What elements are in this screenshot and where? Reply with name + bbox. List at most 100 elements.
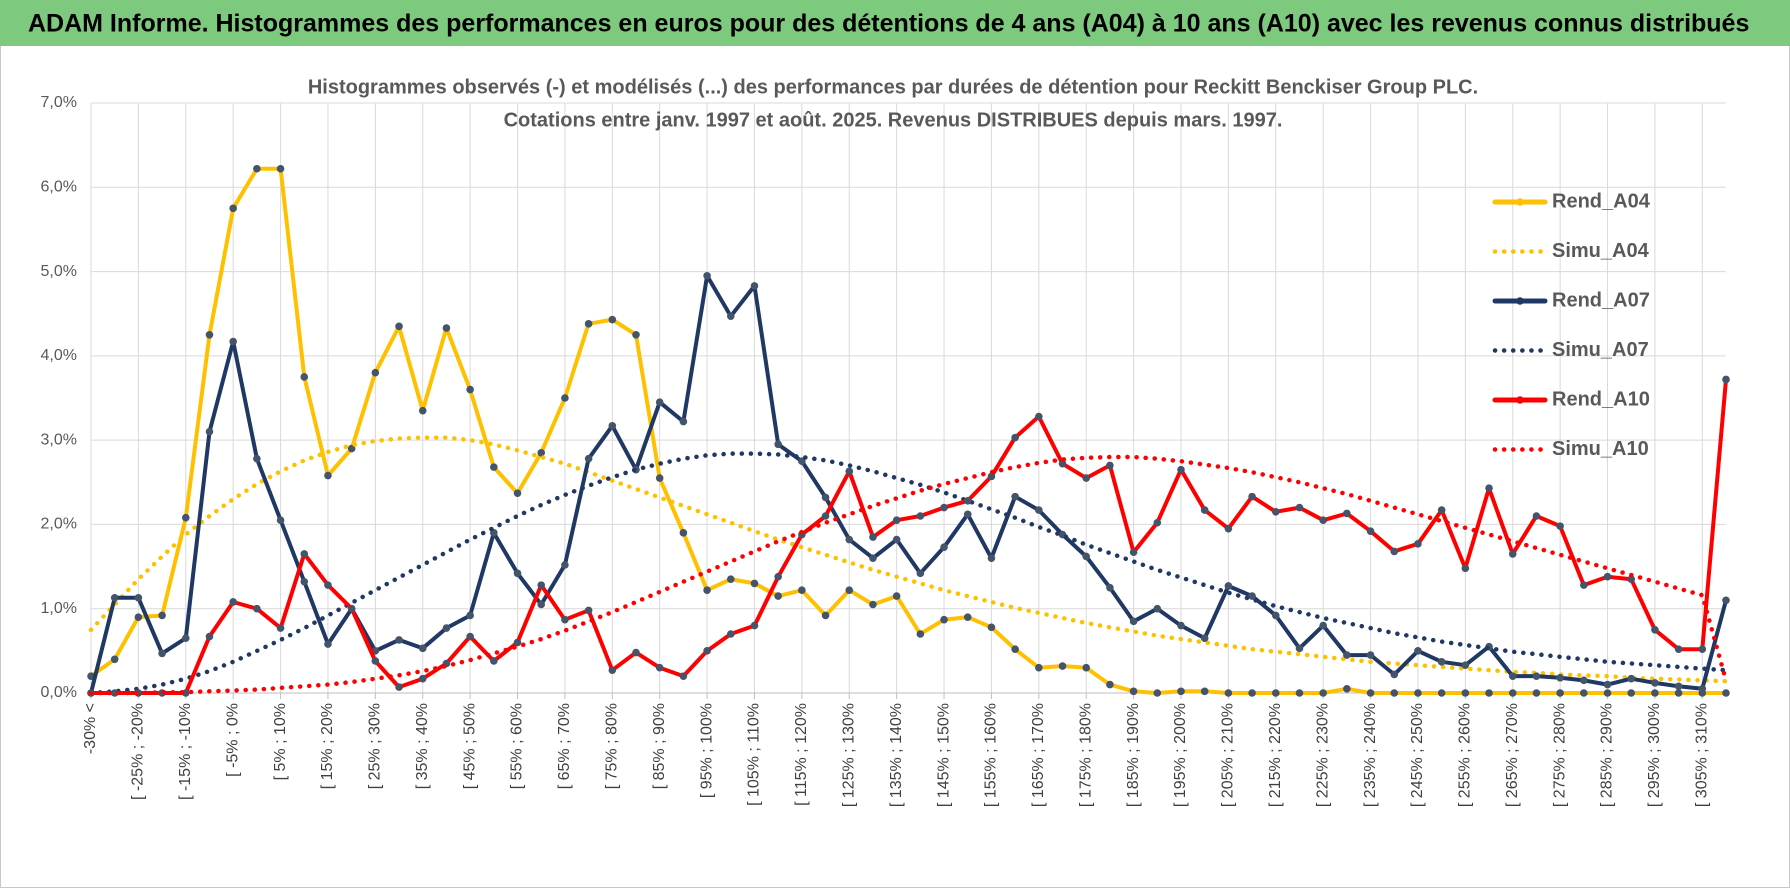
legend-label: Simu_A04 <box>1552 240 1650 262</box>
marker <box>1011 433 1019 442</box>
marker <box>892 535 901 544</box>
marker <box>892 516 901 525</box>
marker <box>134 593 143 602</box>
marker <box>158 649 166 658</box>
observed-line <box>89 166 1728 695</box>
x-tick-label: [ -25% ; -20% <box>130 703 147 800</box>
marker <box>1295 503 1304 512</box>
legend-label: Simu_A07 <box>1552 339 1649 361</box>
y-tick-label: 3,0% <box>41 431 77 448</box>
marker <box>845 467 854 476</box>
header-title: ADAM Informe. Histogrammes des performan… <box>28 10 1749 38</box>
marker <box>608 666 617 675</box>
marker <box>1390 689 1399 697</box>
marker <box>110 689 119 697</box>
marker <box>1674 682 1683 691</box>
marker <box>1248 689 1256 697</box>
plot-area: 0,0% 1,0% 2,0% 3,0% 4,0% 5,0% 6,0% 7,0% -30% < [ … <box>41 94 1730 807</box>
marker <box>1722 375 1730 384</box>
marker <box>1461 661 1470 669</box>
x-tick-label: [ 115% ; 120% <box>793 703 810 806</box>
marker <box>655 474 664 482</box>
marker <box>134 613 143 621</box>
y-tick-label: 0,0% <box>41 684 77 701</box>
marker <box>442 324 451 332</box>
marker <box>1106 583 1114 592</box>
marker <box>584 454 593 463</box>
marker <box>229 598 237 606</box>
marker <box>726 312 735 321</box>
marker <box>940 543 948 551</box>
marker <box>987 554 996 562</box>
x-tick-label: [ 155% ; 160% <box>983 703 1000 807</box>
marker <box>371 657 380 665</box>
marker <box>1532 689 1541 697</box>
x-tick-label: [ 305% ; 310% <box>1694 703 1711 807</box>
marker <box>750 282 759 290</box>
marker <box>395 683 403 691</box>
marker <box>608 315 617 324</box>
marker <box>181 634 190 643</box>
marker <box>205 632 214 641</box>
marker <box>1011 645 1019 653</box>
marker <box>655 398 664 407</box>
marker <box>300 577 309 586</box>
marker <box>1366 651 1375 659</box>
marker <box>703 271 711 280</box>
marker <box>963 613 972 621</box>
x-tick-label: [ 85% ; 90% <box>651 703 668 789</box>
x-tick-label: -30% < <box>82 703 99 754</box>
marker <box>584 320 593 328</box>
marker <box>1129 687 1138 696</box>
marker <box>1129 548 1138 557</box>
marker <box>679 529 688 537</box>
marker <box>1319 621 1327 630</box>
legend-label: Rend_A07 <box>1552 289 1650 311</box>
marker <box>1414 689 1422 697</box>
legend-marker <box>1516 396 1524 404</box>
marker <box>466 632 474 641</box>
marker <box>1129 617 1138 626</box>
marker <box>1603 572 1612 581</box>
marker <box>1437 506 1446 514</box>
x-tick-label: [ 235% ; 240% <box>1362 703 1379 807</box>
y-tick-label: 1,0% <box>41 600 77 617</box>
marker <box>679 672 688 680</box>
marker <box>845 535 854 544</box>
marker <box>1271 689 1280 697</box>
marker <box>584 606 593 615</box>
marker <box>1508 550 1517 558</box>
marker <box>750 621 759 630</box>
marker <box>300 550 309 558</box>
marker <box>1177 465 1185 474</box>
marker <box>1556 674 1564 682</box>
marker <box>229 204 237 213</box>
x-tick-label: [ 265% ; 270% <box>1504 703 1521 807</box>
marker <box>561 394 569 402</box>
x-tick-label: [ 165% ; 170% <box>1030 703 1047 807</box>
marker <box>1461 564 1470 573</box>
marker <box>1271 507 1280 516</box>
marker <box>963 510 972 519</box>
marker <box>253 454 261 463</box>
observed-line <box>89 273 1728 695</box>
model-line <box>88 454 1729 696</box>
marker <box>561 561 569 569</box>
marker <box>229 337 237 346</box>
marker <box>1035 506 1043 514</box>
marker <box>537 600 546 609</box>
marker <box>347 444 356 453</box>
marker <box>1224 524 1233 533</box>
marker <box>1343 509 1351 518</box>
marker <box>513 489 522 498</box>
marker <box>1248 492 1256 501</box>
x-tick-label: [ 275% ; 280% <box>1551 703 1568 807</box>
marker <box>1674 645 1683 653</box>
marker <box>537 581 546 589</box>
x-tick-label: [ 95% ; 100% <box>698 703 715 798</box>
marker <box>940 503 948 512</box>
marker <box>1319 689 1327 697</box>
marker <box>916 630 925 638</box>
marker <box>324 581 332 589</box>
marker <box>466 385 474 394</box>
